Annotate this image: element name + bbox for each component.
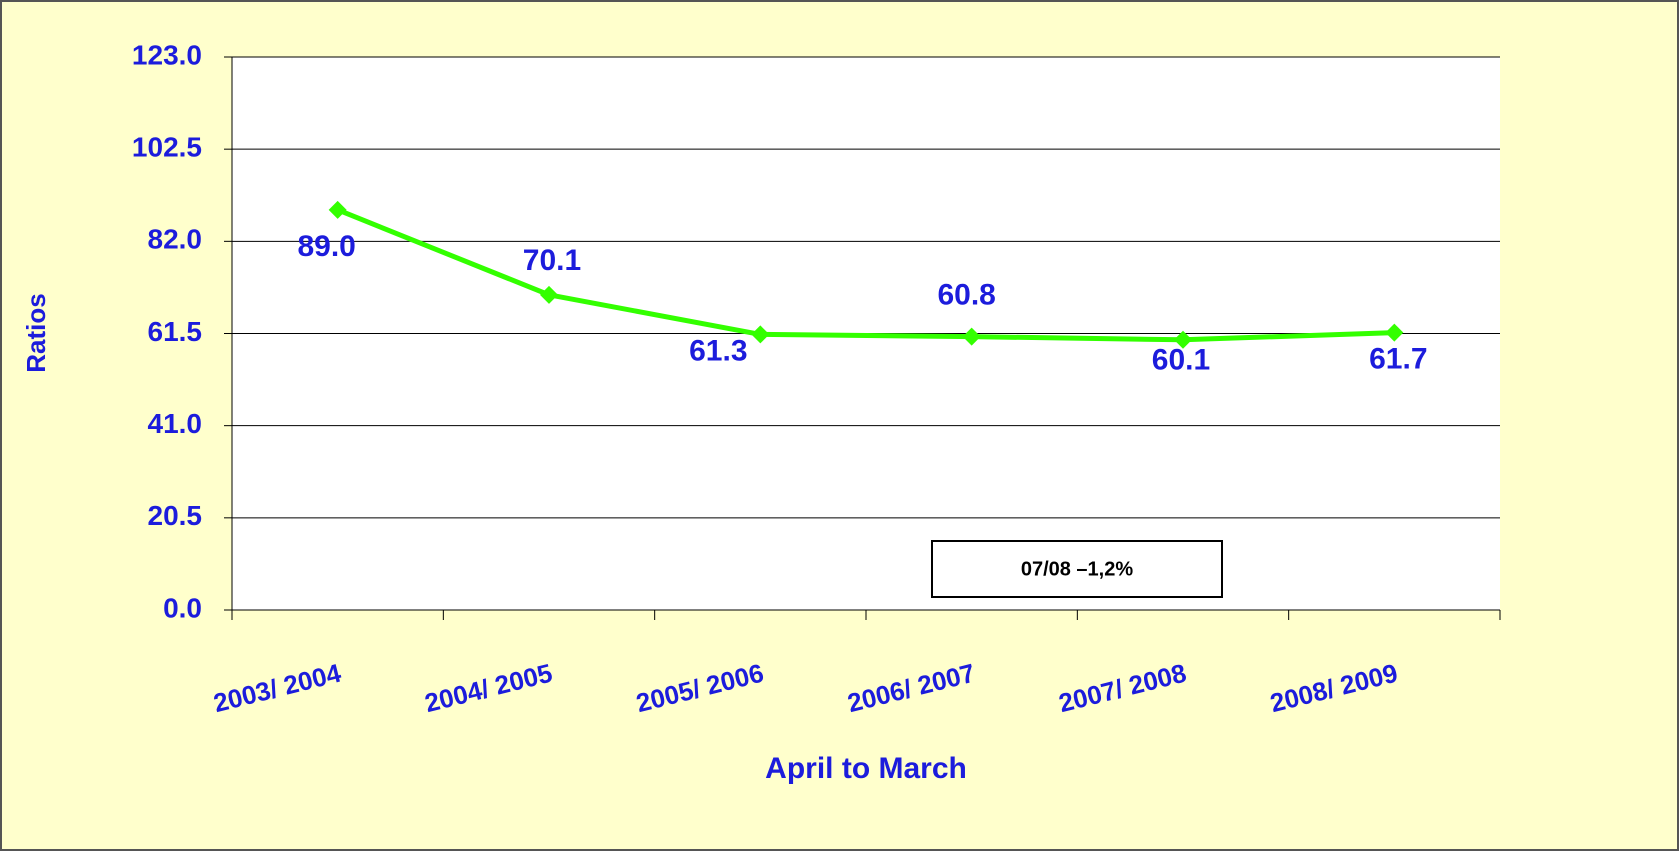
y-tick-label: 20.5 [148,500,203,531]
marker [540,285,558,304]
line [336,207,1395,343]
y-tick-label: 61.5 [148,316,203,347]
x-axis-label: April to March [765,752,967,785]
data-label: 70.1 [523,244,581,277]
marker [751,325,770,344]
y-tick-label: 41.0 [148,408,203,439]
marker [1385,323,1404,342]
annotation: 07/08 –1,2% [1021,558,1134,580]
marker [1174,330,1192,349]
y-tick-label: 82.0 [148,224,203,255]
marker [962,327,981,346]
y-tick-label: 123.0 [132,39,202,70]
data-label: 60.1 [1152,344,1210,377]
annotation-box [931,540,1223,598]
y-axis-label: Ratios [21,293,51,372]
data-label: 61.3 [689,334,747,367]
marker [328,200,347,219]
y-tick-label: 0.0 [163,592,202,623]
data-label: 60.8 [937,279,995,312]
data-label: 89.0 [297,230,355,263]
data-label: 61.7 [1369,343,1427,376]
y-tick-label: 102.5 [132,132,202,163]
